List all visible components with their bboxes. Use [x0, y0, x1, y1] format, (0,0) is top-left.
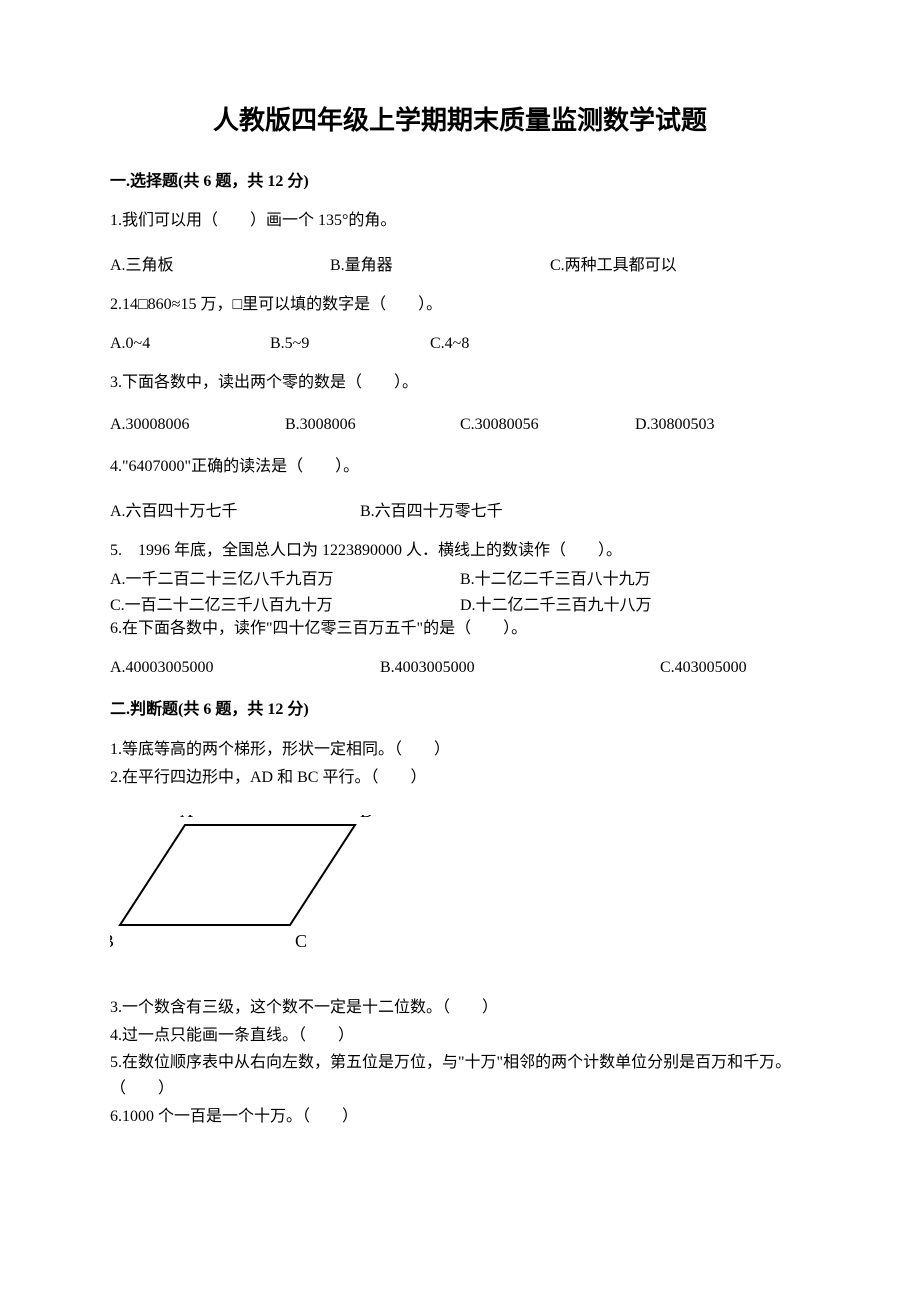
q2-opt-b: B.5~9 — [270, 335, 430, 353]
q3-opt-d: D.30800503 — [635, 413, 810, 437]
q5-opt-c: C.一百二十二亿三千八百九十万 — [110, 591, 460, 615]
svg-text:A: A — [180, 815, 193, 821]
q2-options: A.0~4 B.5~9 C.4~8 — [110, 335, 810, 353]
page-title: 人教版四年级上学期期末质量监测数学试题 — [110, 100, 810, 137]
q4-opt-b: B.六百四十万零七千 — [360, 497, 810, 521]
parallelogram-diagram: A D B C — [110, 815, 810, 960]
q3-options: A.30008006 B.3008006 C.30080056 D.308005… — [110, 413, 810, 437]
q3-opt-c: C.30080056 — [460, 413, 635, 437]
q4-opt-a: A.六百四十万七千 — [110, 497, 360, 521]
q1-opt-c: C.两种工具都可以 — [550, 251, 810, 275]
svg-text:C: C — [295, 931, 307, 951]
q6-opt-c: C.403005000 — [660, 659, 810, 677]
section-2-header: 二.判断题(共 6 题，共 12 分) — [110, 695, 810, 719]
q3-text: 3.下面各数中，读出两个零的数是（ ）。 — [110, 371, 810, 395]
q4-text: 4."6407000"正确的读法是（ ）。 — [110, 455, 810, 479]
q1-text: 1.我们可以用（ ）画一个 135°的角。 — [110, 209, 810, 233]
q5-options-row2: C.一百二十二亿三千八百九十万 D.十二亿二千三百九十八万 — [110, 591, 810, 615]
svg-text:D: D — [360, 815, 373, 821]
tf-q2: 2.在平行四边形中，AD 和 BC 平行。（ ） — [110, 765, 810, 791]
q5-opt-d: D.十二亿二千三百九十八万 — [460, 591, 810, 615]
section-1-header: 一.选择题(共 6 题，共 12 分) — [110, 167, 810, 191]
q5-options-row1: A.一千二百二十三亿八千九百万 B.十二亿二千三百八十九万 — [110, 565, 810, 589]
q6-options: A.40003005000 B.4003005000 C.403005000 — [110, 659, 810, 677]
q5-opt-a: A.一千二百二十三亿八千九百万 — [110, 565, 460, 589]
q6-opt-a: A.40003005000 — [110, 659, 380, 677]
q3-opt-b: B.3008006 — [285, 413, 460, 437]
q3-opt-a: A.30008006 — [110, 413, 285, 437]
q6-text: 6.在下面各数中，读作"四十亿零三百万五千"的是（ ）。 — [110, 617, 810, 641]
q1-opt-a: A.三角板 — [110, 251, 330, 275]
q5-opt-b: B.十二亿二千三百八十九万 — [460, 565, 810, 589]
tf-q4: 4.过一点只能画一条直线。（ ） — [110, 1023, 810, 1049]
q1-options: A.三角板 B.量角器 C.两种工具都可以 — [110, 251, 810, 275]
q2-opt-c: C.4~8 — [430, 335, 810, 353]
q5-text: 5. 1996 年底，全国总人口为 1223890000 人．横线上的数读作（ … — [110, 539, 810, 563]
q6-opt-b: B.4003005000 — [380, 659, 660, 677]
q2-text: 2.14□860≈15 万，□里可以填的数字是（ ）。 — [110, 293, 810, 317]
tf-q1: 1.等底等高的两个梯形，形状一定相同。（ ） — [110, 737, 810, 763]
tf-q3: 3.一个数含有三级，这个数不一定是十二位数。（ ） — [110, 995, 810, 1021]
q4-options: A.六百四十万七千 B.六百四十万零七千 — [110, 497, 810, 521]
tf-q5: 5.在数位顺序表中从右向左数，第五位是万位，与"十万"相邻的两个计数单位分别是百… — [110, 1050, 810, 1101]
q2-opt-a: A.0~4 — [110, 335, 270, 353]
q1-opt-b: B.量角器 — [330, 251, 550, 275]
tf-q6: 6.1000 个一百是一个十万。（ ） — [110, 1104, 810, 1130]
svg-text:B: B — [110, 931, 114, 951]
